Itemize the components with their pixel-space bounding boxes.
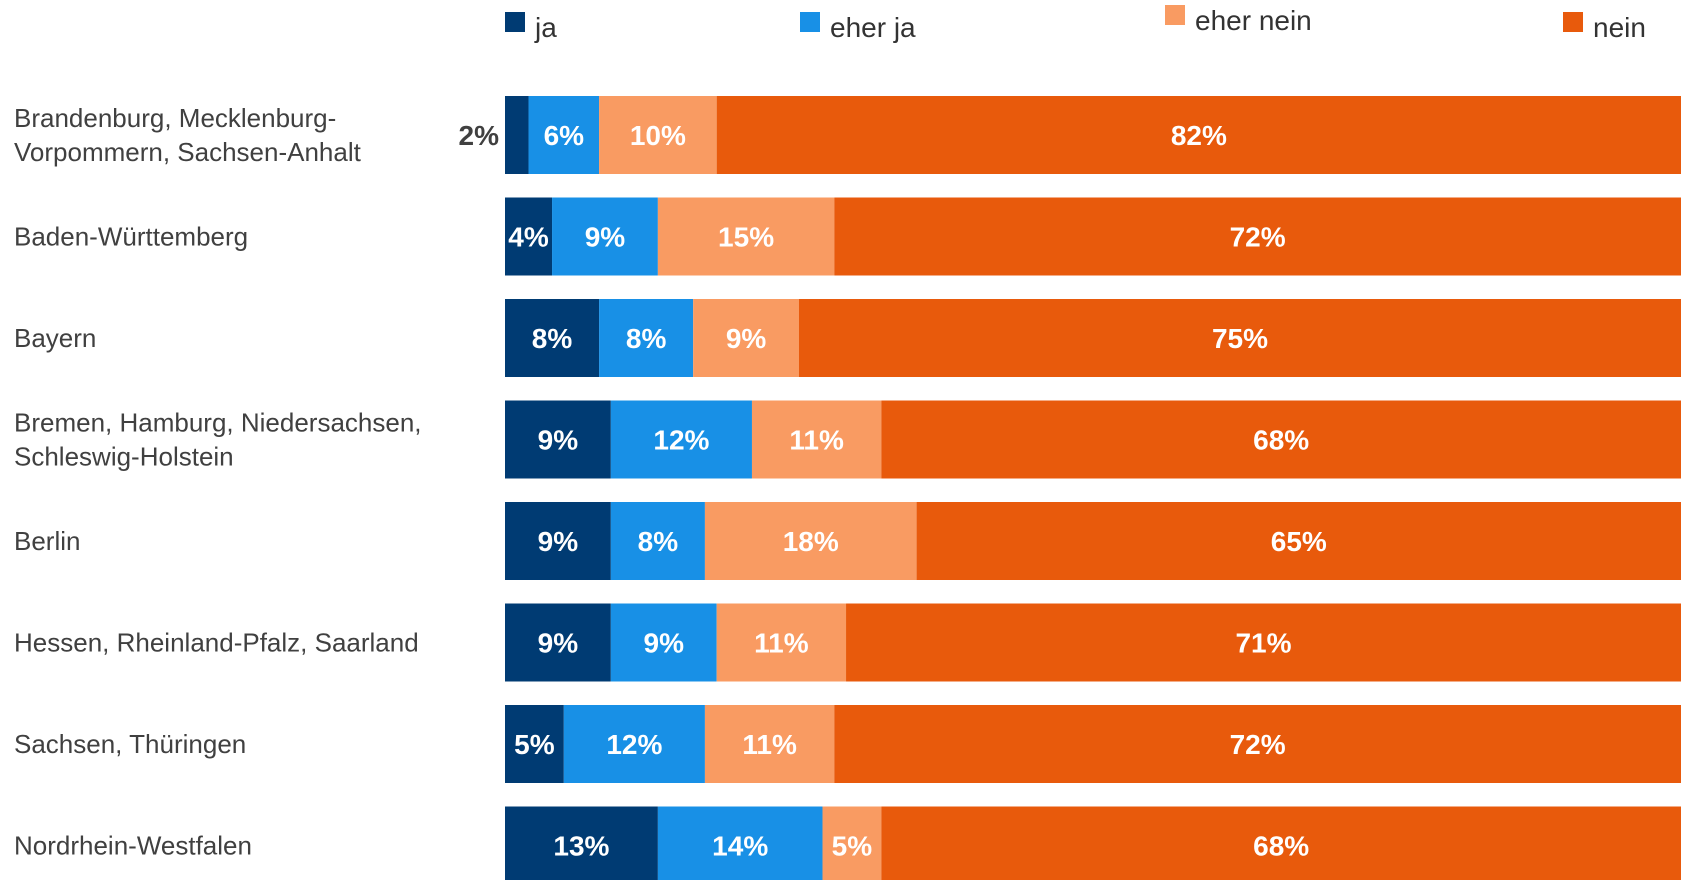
data-label: 5% [514, 729, 555, 760]
category-label: Hessen, Rheinland-Pfalz, Saarland [14, 628, 419, 658]
bars: 2% 6% 10% 82% 4% 9% 15% 72% 8% 8% 9% 75% 9% 12% 11% 68%… [459, 96, 1681, 880]
category-label: Berlin [14, 526, 80, 556]
data-label: 9% [585, 222, 626, 253]
bar-segment-eher-nein [704, 705, 835, 783]
bar-segment-eher-ja [610, 400, 752, 479]
legend-swatch-nein [1563, 12, 1583, 32]
bar-row: 2% 6% 10% 82% [459, 96, 1681, 174]
data-label: 5% [832, 831, 873, 862]
legend-swatch-eher-nein [1165, 5, 1185, 25]
bar-segment-eher-nein [716, 603, 847, 682]
data-label: 9% [538, 628, 579, 659]
bar-segment-nein [799, 299, 1681, 377]
bar-segment-nein [716, 96, 1681, 174]
bar-segment-ja [505, 705, 564, 783]
legend-item-eher-nein: eher nein [1165, 5, 1312, 36]
bar-row: 13% 14% 5% 68% [505, 806, 1681, 880]
bar-segment-eher-nein [599, 96, 717, 174]
data-label: 6% [544, 120, 585, 151]
legend-item-eher-ja: eher ja [800, 12, 916, 43]
bar-segment-nein [881, 806, 1681, 880]
bar-segment-eher-ja [657, 806, 823, 880]
bar-segment-eher-ja [610, 603, 717, 682]
data-label: 8% [626, 323, 667, 354]
data-label: 68% [1253, 831, 1309, 862]
bar-segment-ja [505, 197, 553, 276]
bar-row: 9% 12% 11% 68% [505, 400, 1681, 479]
bar-segment-ja [505, 96, 529, 174]
bar-row: 8% 8% 9% 75% [505, 299, 1681, 377]
row-labels: Brandenburg, Mecklenburg- Vorpommern, Sac… [14, 103, 422, 861]
bar-segment-eher-ja [610, 502, 705, 580]
data-label: 75% [1212, 323, 1268, 354]
data-label: 12% [653, 425, 709, 456]
data-label: 65% [1271, 526, 1327, 557]
data-label: 11% [754, 628, 809, 659]
bar-segment-eher-nein [657, 197, 835, 276]
legend-label: eher nein [1195, 5, 1312, 36]
bar-segment-eher-nein [751, 400, 882, 479]
data-label: 68% [1253, 425, 1309, 456]
bar-segment-nein [834, 197, 1681, 276]
legend-swatch-eher-ja [800, 12, 820, 32]
data-label: 14% [712, 831, 768, 862]
data-label: 11% [742, 729, 797, 760]
data-label: 8% [532, 323, 573, 354]
category-label: Sachsen, Thüringen [14, 729, 246, 759]
data-label: 2% [459, 120, 500, 151]
legend-label: ja [534, 12, 557, 43]
legend-label: nein [1593, 12, 1646, 43]
bar-segment-ja [505, 603, 611, 682]
data-label: 9% [538, 425, 579, 456]
category-label: Nordrhein-Westfalen [14, 831, 252, 861]
bar-segment-eher-ja [552, 197, 658, 276]
bar-segment-nein [916, 502, 1681, 580]
bar-segment-nein [846, 603, 1681, 682]
bar-row: 9% 8% 18% 65% [505, 502, 1681, 580]
data-label: 15% [718, 222, 774, 253]
data-label: 9% [644, 628, 685, 659]
category-label: Brandenburg, Mecklenburg- [14, 103, 336, 133]
bar-segment-eher-nein [693, 299, 799, 377]
bar-segment-eher-nein [704, 502, 917, 580]
bar-segment-ja [505, 299, 600, 377]
data-label: 71% [1235, 628, 1291, 659]
bar-row: 5% 12% 11% 72% [505, 705, 1681, 783]
legend-item-nein: nein [1563, 12, 1646, 43]
legend-swatch-ja [505, 12, 525, 32]
data-label: 4% [508, 222, 549, 253]
legend-label: eher ja [830, 12, 916, 43]
category-label: Baden-Württemberg [14, 222, 248, 252]
bar-segment-eher-nein [822, 806, 882, 880]
data-label: 72% [1230, 222, 1286, 253]
bar-row: 4% 9% 15% 72% [505, 197, 1681, 276]
data-label: 82% [1171, 120, 1227, 151]
category-label: Schleswig-Holstein [14, 442, 234, 472]
category-label: Vorpommern, Sachsen-Anhalt [14, 137, 362, 167]
data-label: 10% [630, 120, 686, 151]
bar-segment-eher-ja [599, 299, 694, 377]
bar-segment-ja [505, 400, 611, 479]
data-label: 8% [638, 526, 679, 557]
category-label: Bremen, Hamburg, Niedersachsen, [14, 408, 422, 438]
bar-segment-nein [881, 400, 1681, 479]
data-label: 11% [789, 425, 844, 456]
legend-item-ja: ja [505, 12, 557, 43]
bar-segment-ja [505, 502, 611, 580]
bar-segment-nein [834, 705, 1681, 783]
bar-segment-eher-ja [528, 96, 600, 174]
category-label: Bayern [14, 323, 96, 353]
data-label: 18% [783, 526, 839, 557]
data-label: 12% [606, 729, 662, 760]
bar-row: 9% 9% 11% 71% [505, 603, 1681, 682]
bar-segment-eher-ja [563, 705, 705, 783]
data-label: 9% [726, 323, 767, 354]
bar-segment-ja [505, 806, 658, 880]
data-label: 72% [1230, 729, 1286, 760]
data-label: 9% [538, 526, 579, 557]
data-label: 13% [553, 831, 609, 862]
legend: ja eher ja eher nein nein [505, 5, 1646, 43]
